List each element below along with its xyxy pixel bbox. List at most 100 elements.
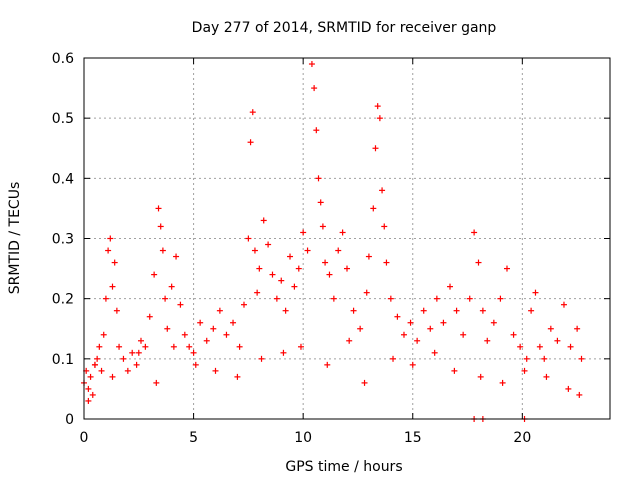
data-point [137,337,144,344]
data-point [236,343,243,350]
data-point [547,325,554,332]
data-point [212,367,219,374]
data-point [346,337,353,344]
data-point [471,229,478,236]
data-point [297,343,304,350]
data-point [357,325,364,332]
data-point [543,373,550,380]
y-tick-label: 0 [65,412,74,428]
data-point [451,367,458,374]
data-point [153,379,160,386]
data-point [107,235,114,242]
data-point [536,343,543,350]
data-point [383,259,390,266]
x-tick-label: 10 [294,430,312,446]
data-point [164,325,171,332]
data-point [578,355,585,362]
data-point [278,277,285,284]
data-point [87,373,94,380]
data-point [157,223,164,230]
data-point [315,175,322,182]
data-point [273,295,280,302]
data-point [390,355,397,362]
y-tick-label: 0.3 [52,232,74,248]
data-point [475,259,482,266]
data-point [258,355,265,362]
data-point [280,349,287,356]
axis-ticks: 0 0.1 0.2 0.3 0.4 0.5 0.6 0 5 10 15 20 [52,51,610,446]
data-point [420,307,427,314]
data-point [256,265,263,272]
data-point [300,229,307,236]
data-point [431,349,438,356]
data-point [190,349,197,356]
data-point [120,355,127,362]
data-point [400,331,407,338]
data-point [124,367,131,374]
data-point [85,385,92,392]
data-points [81,61,585,422]
data-point [234,373,241,380]
data-point [105,247,112,254]
data-point [162,295,169,302]
data-point [466,295,473,302]
data-point [317,199,324,206]
data-point [155,205,162,212]
data-point [381,223,388,230]
data-point [168,283,175,290]
y-tick-label: 0.2 [52,292,74,308]
x-tick-label: 20 [513,430,531,446]
data-point [100,331,107,338]
data-point [427,325,434,332]
data-point [94,355,101,362]
data-point [447,283,454,290]
data-point [517,343,524,350]
data-point [560,301,567,308]
data-point [510,331,517,338]
data-point [499,379,506,386]
data-point [304,247,311,254]
chart-title: Day 277 of 2014, SRMTID for receiver gan… [192,20,497,36]
data-point [240,301,247,308]
data-point [330,295,337,302]
data-point [433,295,440,302]
data-point [129,349,136,356]
data-point [479,307,486,314]
data-point [113,307,120,314]
data-point [142,343,149,350]
data-point [216,307,223,314]
data-point [109,283,116,290]
data-point [407,319,414,326]
data-point [322,259,329,266]
data-point [223,331,230,338]
data-point [363,289,370,296]
data-point [260,217,267,224]
data-point [372,145,379,152]
data-point [186,343,193,350]
data-point [387,295,394,302]
data-point [109,373,116,380]
data-point [116,343,123,350]
data-point [394,313,401,320]
data-point [177,301,184,308]
data-point [135,349,142,356]
data-point [313,127,320,134]
data-point [497,295,504,302]
data-point [265,241,272,248]
data-point [282,307,289,314]
y-tick-label: 0.6 [52,51,74,67]
data-point [326,271,333,278]
data-point [370,205,377,212]
data-point [335,247,342,254]
x-tick-label: 5 [189,430,198,446]
y-tick-label: 0.1 [52,352,74,368]
data-point [490,319,497,326]
data-point [541,355,548,362]
data-point [146,313,153,320]
data-point [192,361,199,368]
x-tick-label: 0 [80,430,89,446]
data-point [291,283,298,290]
data-point [532,289,539,296]
data-point [85,397,92,404]
